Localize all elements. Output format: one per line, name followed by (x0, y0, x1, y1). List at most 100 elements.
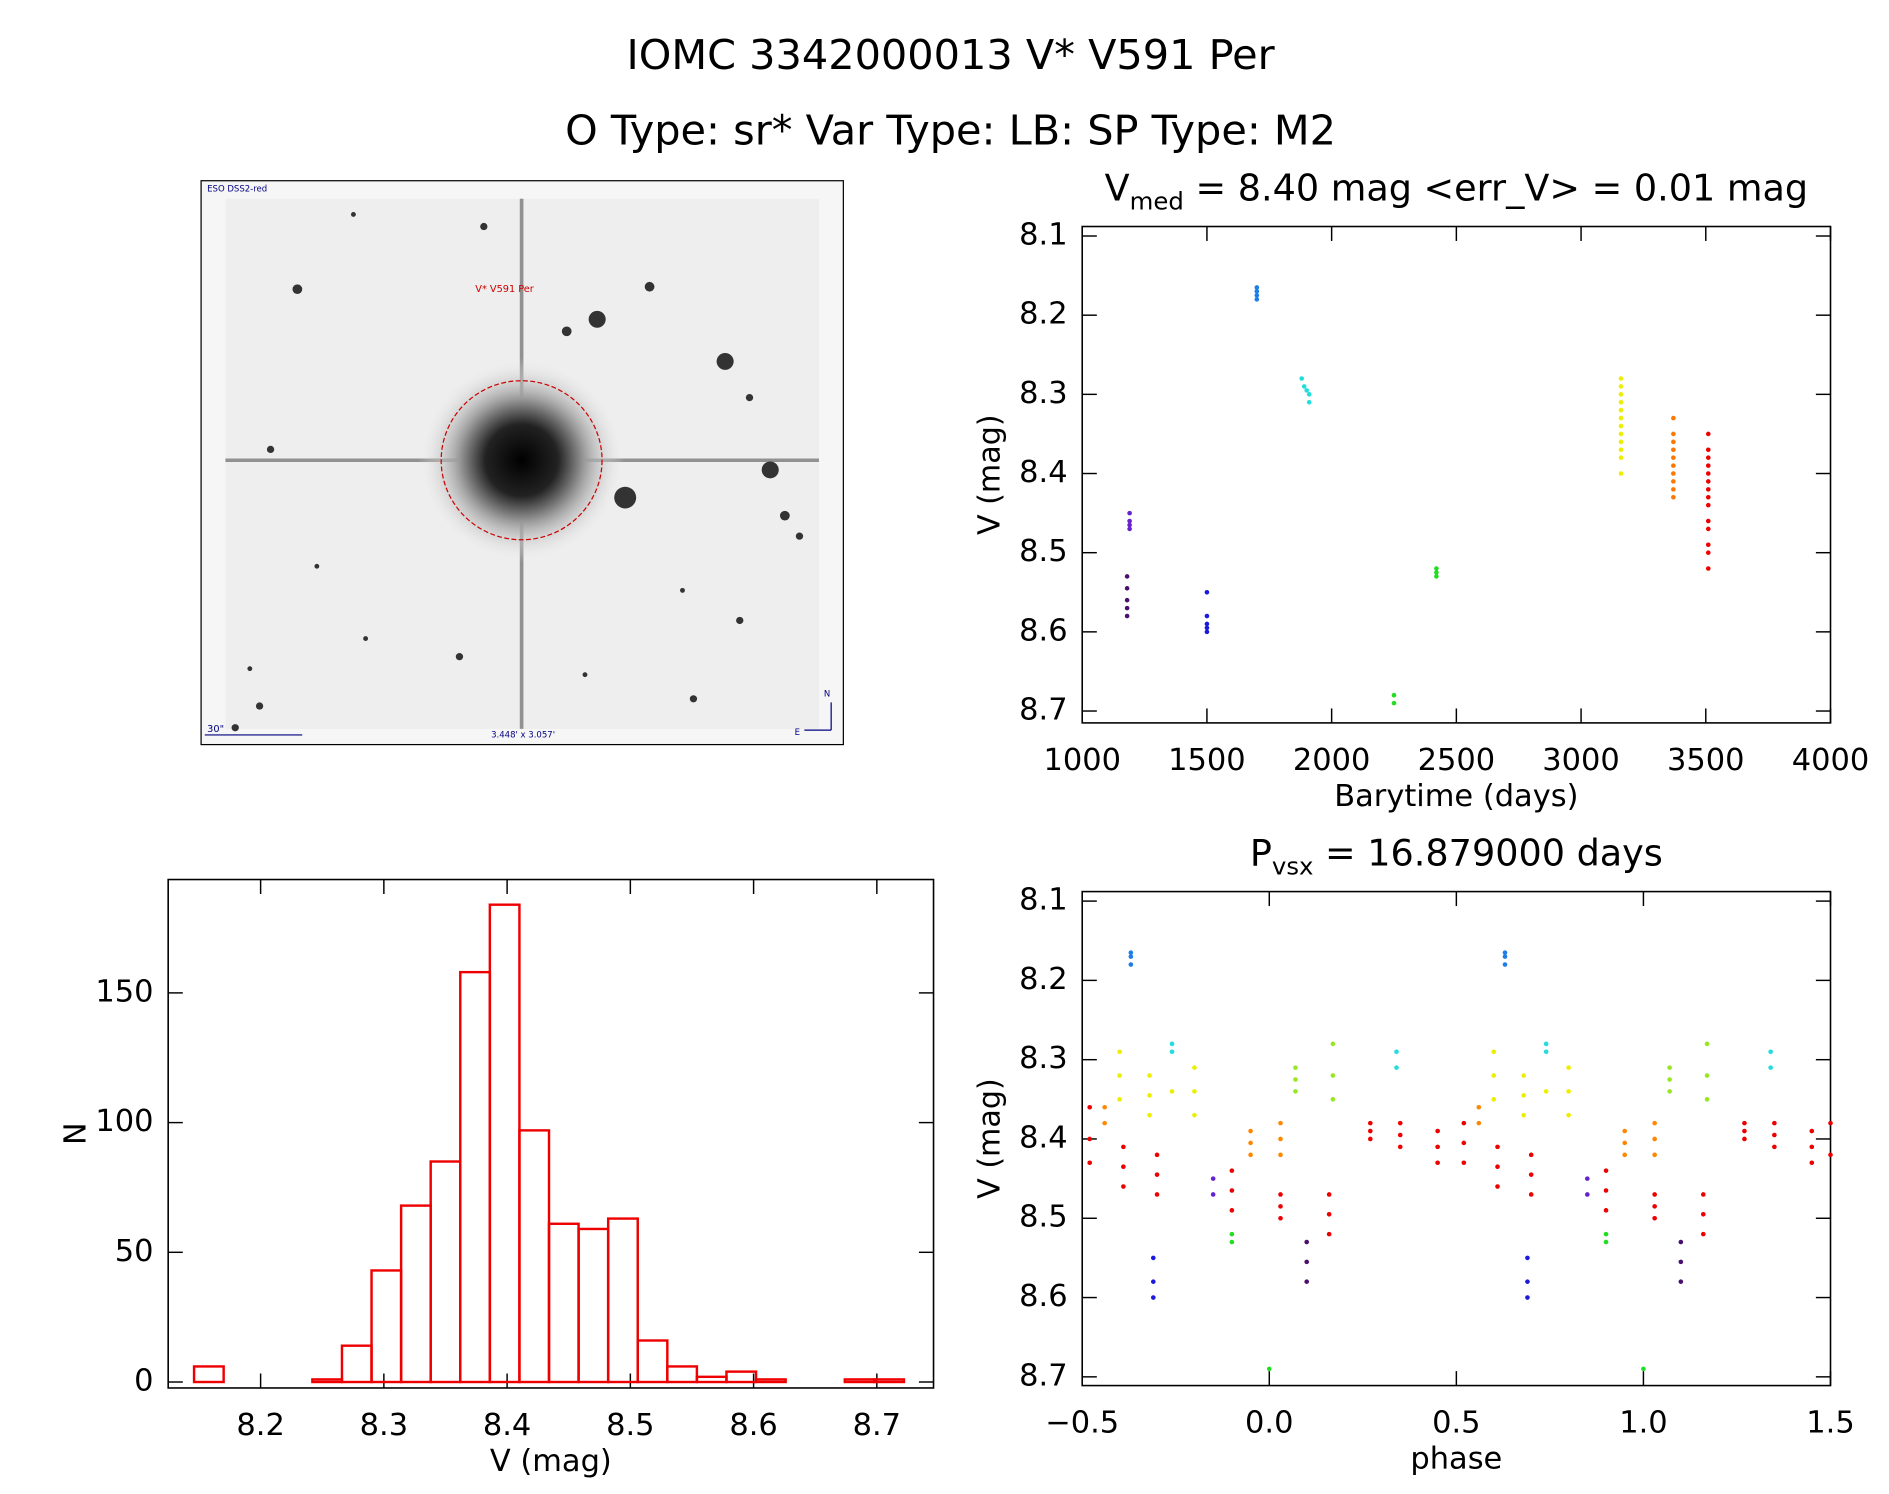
point (1705, 447, 1711, 453)
point (1248, 1128, 1253, 1134)
point (1566, 1089, 1571, 1094)
y-tick-label: 8.4 (1019, 455, 1067, 490)
point (1397, 1144, 1403, 1150)
point (1652, 1120, 1657, 1126)
point (1618, 431, 1624, 437)
x-axis-label: V (mag) (490, 1444, 612, 1479)
point (1266, 1366, 1272, 1372)
y-tick-label: 8.2 (1019, 297, 1067, 332)
point (1641, 1366, 1646, 1372)
point (1304, 1279, 1310, 1284)
hist-bar (606, 1217, 639, 1384)
point (1169, 1049, 1175, 1055)
title-sub: vsx (1272, 853, 1314, 881)
plot-frame (1081, 890, 1832, 1387)
point (1705, 518, 1711, 524)
point (1229, 1168, 1235, 1173)
point (1147, 1073, 1152, 1078)
point (1618, 455, 1624, 460)
point (1618, 407, 1624, 413)
point (1306, 392, 1312, 397)
hist-bar (459, 970, 492, 1384)
plot-frame (167, 878, 935, 1389)
point (1391, 700, 1397, 706)
y-tick-label: 50 (115, 1234, 154, 1269)
point (1330, 1097, 1336, 1102)
point (1192, 1112, 1197, 1118)
main-title: IOMC 3342000013 V* V591 Per (627, 31, 1275, 79)
point (1618, 384, 1624, 389)
point (1293, 1077, 1298, 1082)
point (1618, 376, 1624, 381)
point (1543, 1089, 1549, 1094)
title-rest: = 8.40 mag <err_V> = 0.01 mag (1184, 167, 1808, 210)
hist-bar (666, 1365, 699, 1384)
point (1299, 376, 1305, 381)
point (1700, 1231, 1706, 1237)
point (1671, 494, 1676, 500)
point (1652, 1136, 1657, 1142)
point (1502, 954, 1508, 959)
point (1667, 1065, 1672, 1070)
point (1476, 1104, 1482, 1110)
x-tick-label: 8.6 (729, 1408, 777, 1443)
point (1671, 439, 1676, 445)
hist-bar (577, 1227, 610, 1384)
point (1304, 1239, 1310, 1245)
point (1397, 1120, 1403, 1126)
point (1678, 1279, 1684, 1284)
point (1652, 1215, 1657, 1221)
point (1330, 1073, 1336, 1078)
point (1772, 1120, 1777, 1126)
point (1124, 586, 1130, 591)
point (1704, 1073, 1710, 1078)
hist-bar (192, 1365, 225, 1384)
point (1705, 455, 1711, 460)
point (1229, 1231, 1235, 1237)
point (1435, 1160, 1440, 1166)
point (1150, 1255, 1156, 1261)
point (1618, 423, 1624, 429)
title-sub: med (1130, 187, 1184, 215)
point (1326, 1192, 1332, 1197)
point (1603, 1208, 1609, 1213)
point (1525, 1295, 1530, 1300)
survey-label: ESO DSS2-red (207, 184, 267, 194)
point (1394, 1065, 1399, 1070)
point (1704, 1041, 1710, 1047)
point (1495, 1164, 1500, 1170)
point (1705, 463, 1711, 468)
hist-bar (725, 1370, 758, 1384)
point (1618, 439, 1624, 445)
x-tick-label: 1.0 (1619, 1406, 1667, 1441)
point (1618, 392, 1624, 397)
point (1543, 1049, 1549, 1055)
point (1828, 1152, 1833, 1158)
hist-bar (311, 1378, 344, 1384)
point (1705, 494, 1711, 500)
point (1705, 542, 1711, 548)
x-tick-label: 8.4 (483, 1408, 531, 1443)
point (1192, 1089, 1197, 1094)
point (1461, 1140, 1467, 1146)
point (1124, 574, 1130, 579)
point (1772, 1144, 1777, 1150)
point (1254, 297, 1260, 302)
point (1147, 1093, 1152, 1098)
point (1127, 510, 1132, 516)
point (1678, 1259, 1684, 1265)
point (1154, 1192, 1160, 1197)
y-tick-label: 8.7 (1019, 693, 1067, 728)
point (1087, 1104, 1093, 1110)
x-tick-label: 3500 (1667, 743, 1745, 778)
point (1603, 1239, 1609, 1245)
y-tick-label: 8.3 (1019, 376, 1067, 411)
hist-bar (547, 1222, 580, 1384)
point (1254, 285, 1260, 290)
point (1491, 1097, 1497, 1102)
point (1330, 1041, 1336, 1047)
point (1147, 1112, 1152, 1118)
title-rest: = 16.879000 days (1313, 832, 1662, 875)
point (1705, 487, 1711, 492)
point (1169, 1041, 1175, 1047)
